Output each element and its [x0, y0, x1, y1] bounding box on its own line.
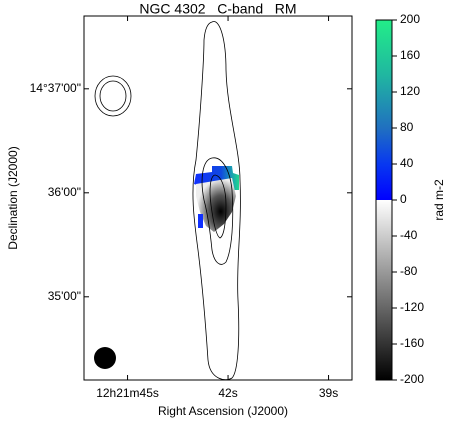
y-tick-label: 14°37'00"	[30, 81, 81, 95]
rm-positive-region	[198, 214, 203, 228]
y-axis-label: Declination (J2000)	[6, 146, 20, 249]
plot-frame	[83, 15, 353, 381]
y-tick-label: 35'00"	[48, 289, 81, 303]
x-tick-label: 39s	[319, 386, 338, 400]
colorbar-tick-label: 80	[400, 120, 414, 134]
colorbar-label: rad m-2	[432, 179, 446, 221]
colorbar	[375, 19, 393, 381]
contour	[99, 80, 127, 112]
colorbar-tick-label: -160	[400, 336, 424, 350]
colorbar-tick-label: 200	[400, 12, 420, 26]
x-tick-label: 12h21m45s	[96, 386, 159, 400]
colorbar-tick-label: -120	[400, 300, 424, 314]
x-axis-label: Right Ascension (J2000)	[158, 404, 288, 418]
contour	[209, 174, 227, 239]
colorbar-tick-label: -80	[400, 264, 418, 278]
beam	[94, 347, 116, 369]
colorbar-tick-label: -200	[400, 372, 424, 386]
colorbar-tick-label: 120	[400, 84, 420, 98]
y-tick-label: 36'00"	[48, 185, 81, 199]
colorbar-tick-label: 160	[400, 48, 420, 62]
plot-area	[83, 15, 353, 381]
x-tick-label: 42s	[218, 386, 237, 400]
contour	[201, 157, 234, 265]
colorbar-tick-label: -40	[400, 228, 418, 242]
chart-title: NGC 4302 C-band RM	[139, 1, 296, 17]
colorbar-tick-label: 0	[400, 192, 407, 206]
contour	[192, 21, 241, 381]
contour	[94, 75, 132, 117]
colorbar-tick-label: 40	[400, 156, 414, 170]
